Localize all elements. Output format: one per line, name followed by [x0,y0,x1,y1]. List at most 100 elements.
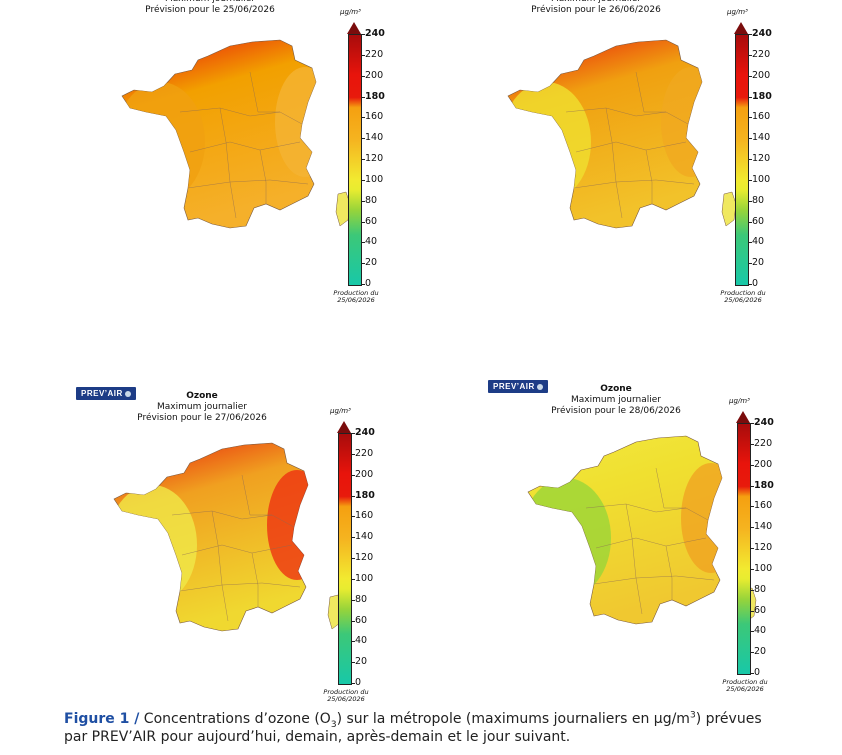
scale-tick-label: 240 [355,427,375,438]
scale-tick-label: 160 [355,510,374,522]
map-title-block: Ozone Maximum journalier Prévision pour le… [132,391,272,424]
scale-tick-label: 120 [365,153,384,164]
scale-tick-label: 80 [754,583,767,595]
scale-tick-mark [361,75,365,77]
production-date: 25/06/2026 [327,695,365,703]
scale-tick-label: 200 [754,458,773,470]
region-border [655,467,709,521]
scale-tick-label: 140 [752,132,771,144]
scale-tick-mark [748,159,752,160]
concentration-color-scale [737,423,751,675]
caption-text-after: ) prévues par PREV’AIR pour aujourd’hui,… [64,711,762,745]
scale-tick-label: 40 [754,625,767,637]
scale-tick-label: 0 [355,677,362,688]
region-border [187,179,309,189]
scale-tick-mark [351,558,355,559]
scale-tick-mark [748,96,752,98]
corsica [721,191,737,227]
scale-tick-mark [750,631,754,633]
scale-tick-mark [361,54,365,56]
scale-tick-mark [748,75,752,77]
scale-tick-label: 180 [754,479,774,491]
scale-tick-mark [351,433,355,434]
production-date: 25/06/2026 [724,296,762,304]
concentration-color-scale [735,34,749,286]
scale-tick-mark [351,620,355,622]
east-concentration-zone [275,67,316,177]
scale-tick-mark [351,495,355,497]
scale-tick-label: 0 [754,667,761,678]
east-concentration-zone [681,463,722,573]
scale-tick-mark [351,641,355,643]
map-forecast-date: Prévision pour le 27/06/2026 [137,413,267,423]
scale-tick-label: 100 [754,562,773,574]
scale-tick-mark [351,578,355,580]
scale-tick-mark [750,423,754,424]
scale-tick-mark [361,159,365,160]
caption-text-mid: ) sur la métropole (maximums journaliers… [336,711,690,727]
scale-tick-label: 220 [752,48,771,60]
france-ozone-map [507,39,737,229]
scale-tick-mark [748,54,752,56]
scale-top-arrow [347,22,361,34]
production-date-note: Production du 25/06/2026 [326,290,386,304]
scale-tick-label: 200 [365,69,384,81]
ozone-map-panel: PREV’AIR Ozone Maximum journalier Prévision… [72,385,402,715]
production-label: Production du [333,289,379,297]
scale-tick-mark [748,138,752,140]
scale-tick-mark [748,34,752,35]
scale-tick-mark [748,263,752,265]
logo-dot-icon [536,383,543,390]
scale-tick-label: 240 [754,417,774,428]
map-subtitle: Maximum journalier [140,0,280,5]
scale-tick-label: 0 [752,278,759,289]
scale-tick-label: 80 [365,194,378,206]
france-ozone-map [121,39,351,229]
scale-tick-mark [361,284,365,285]
region-border [665,545,673,600]
scale-tick-label: 180 [355,489,375,501]
scale-tick-label: 180 [752,90,772,102]
scale-tick-label: 200 [752,69,771,81]
region-border [575,141,687,153]
scale-tick-mark [748,117,752,119]
scale-tick-label: 80 [752,194,765,206]
region-border [635,71,689,125]
caption-subscript: 3 [330,719,337,730]
map-title: Ozone [600,384,632,394]
region-border [259,149,267,204]
scale-tick-label: 220 [365,48,384,60]
region-border [241,474,295,528]
production-date: 25/06/2026 [337,296,375,304]
scale-tick-label: 60 [355,614,368,626]
scale-tick-label: 20 [752,257,765,269]
scale-tick-label: 140 [365,132,384,144]
scale-tick-label: 60 [754,604,767,616]
map-forecast-date: Prévision pour le 28/06/2026 [551,406,681,416]
scale-tick-label: 240 [752,28,772,39]
scale-top-arrow [337,421,351,433]
scale-tick-mark [750,673,754,674]
scale-tick-mark [750,527,754,529]
west-concentration-zone [528,478,611,598]
scale-tick-mark [351,599,355,601]
map-title: Ozone [186,391,218,401]
scale-top-arrow [736,411,750,423]
scale-tick-mark [748,242,752,244]
west-concentration-zone [508,82,591,202]
region-border [179,107,281,117]
map-forecast-date: Prévision pour le 25/06/2026 [145,5,275,15]
scale-tick-label: 240 [365,28,385,39]
scale-tick-label: 80 [355,593,368,605]
scale-tick-label: 40 [752,236,765,248]
scale-tick-mark [750,589,754,591]
region-border [179,582,301,592]
map-subtitle: Maximum journalier [526,0,666,5]
scale-tick-mark [750,506,754,508]
map-subtitle: Maximum journalier [157,402,247,412]
scale-tick-mark [750,464,754,466]
